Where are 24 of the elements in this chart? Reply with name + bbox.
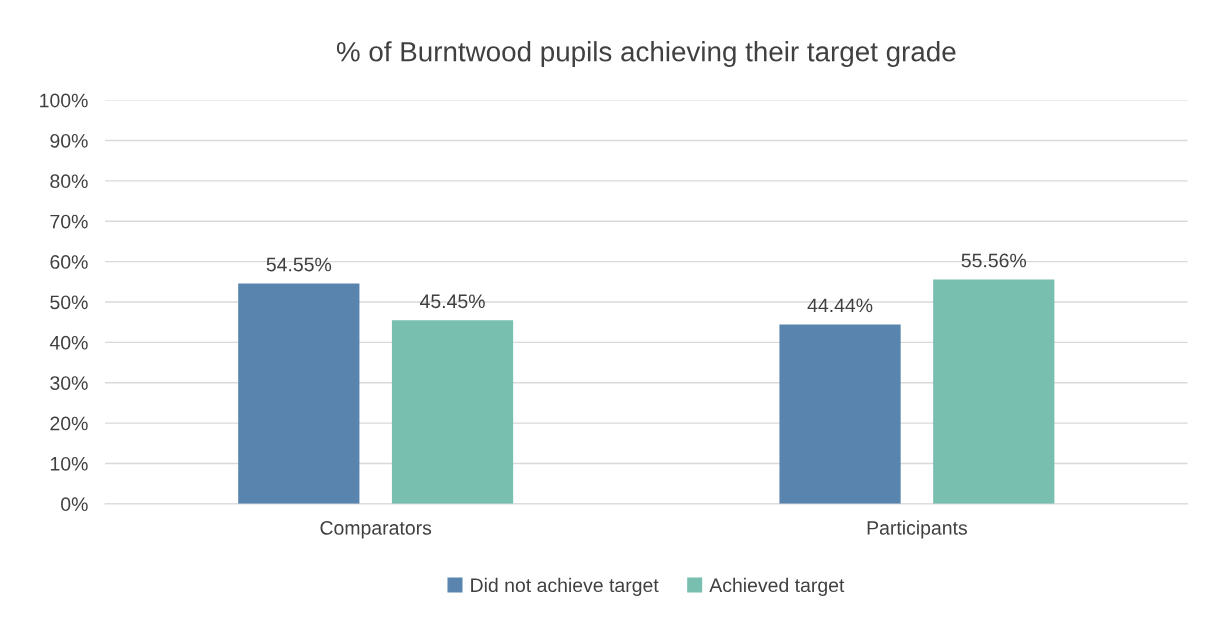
data-label: 44.44% xyxy=(807,298,873,313)
y-tick-label: 40% xyxy=(49,335,88,350)
y-tick-label: 10% xyxy=(50,456,88,471)
x-tick-label: Comparators xyxy=(320,521,432,539)
legend-label: Achieved target xyxy=(709,577,845,596)
y-tick-label: 100% xyxy=(40,93,88,108)
bar xyxy=(391,320,514,504)
bar xyxy=(933,279,1055,504)
y-tick-label: 90% xyxy=(50,133,88,148)
bar xyxy=(238,283,360,504)
y-tick-label: 70% xyxy=(50,214,88,229)
chart-title: % of Burntwood pupils achieving their target grade xyxy=(336,41,956,68)
y-tick-label: 60% xyxy=(50,255,88,269)
y-tick-label: 50% xyxy=(50,295,88,310)
x-tick-label: Participants xyxy=(867,520,967,539)
y-tick-label: 80% xyxy=(50,174,88,189)
data-label: 55.56% xyxy=(961,253,1027,268)
y-tick-label: 0% xyxy=(61,497,88,512)
y-tick-label: 20% xyxy=(50,416,88,431)
y-tick-label: 30% xyxy=(50,376,88,390)
data-label: 54.55% xyxy=(266,257,332,272)
data-label: 45.45% xyxy=(420,294,485,309)
bar xyxy=(779,324,901,504)
legend-label: Did not achieve target xyxy=(471,577,659,596)
